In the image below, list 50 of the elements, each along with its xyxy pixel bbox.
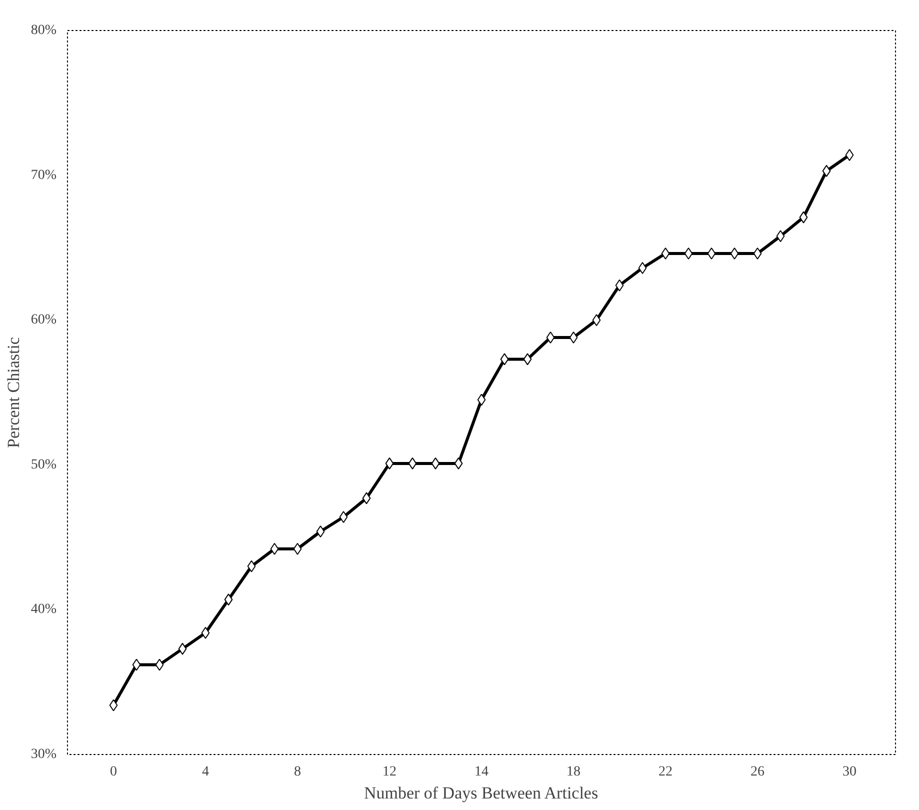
y-tick-label: 70%: [30, 168, 57, 183]
point: [546, 331, 555, 344]
point: [615, 279, 624, 292]
point: [776, 230, 785, 242]
point: [408, 457, 417, 470]
point: [178, 642, 187, 655]
x-axis-title: Number of Days Between Articles: [364, 784, 598, 802]
point: [707, 247, 716, 260]
point: [638, 262, 647, 274]
point: [592, 314, 601, 326]
point: [293, 542, 302, 555]
point: [201, 626, 210, 639]
point: [316, 526, 325, 538]
x-tick-label: 14: [474, 764, 488, 780]
point: [155, 658, 164, 671]
x-tick-label: 26: [750, 764, 764, 780]
point: [339, 511, 348, 524]
y-tick-label: 40%: [30, 602, 57, 618]
y-tick-label: 50%: [30, 457, 57, 472]
point: [224, 594, 233, 606]
point: [270, 542, 279, 555]
y-tick-label: 30%: [30, 747, 57, 762]
point: [109, 699, 118, 712]
point: [569, 331, 578, 344]
x-tick-label: 12: [382, 764, 396, 780]
y-tick-label: 60%: [30, 312, 57, 328]
point: [799, 211, 808, 224]
point: [431, 457, 440, 470]
x-tick-label: 18: [566, 764, 580, 780]
x-tick-label: 30: [842, 764, 856, 780]
point: [385, 457, 394, 470]
point: [730, 247, 739, 260]
x-tick-label: 0: [110, 764, 117, 780]
point: [500, 353, 509, 366]
point: [454, 457, 463, 470]
point: [661, 247, 670, 260]
y-axis-title: Percent Chiastic: [4, 336, 23, 448]
x-tick-label: 8: [294, 764, 301, 780]
point: [845, 149, 854, 162]
point: [477, 394, 486, 406]
point: [523, 353, 532, 366]
x-tick-label: 4: [202, 764, 209, 780]
point: [362, 492, 371, 504]
point: [684, 247, 693, 260]
x-tick-label: 22: [658, 764, 672, 780]
point: [247, 560, 256, 572]
y-tick-label: 80%: [30, 23, 57, 38]
point: [753, 247, 762, 260]
point: [822, 164, 831, 177]
point: [132, 658, 141, 671]
